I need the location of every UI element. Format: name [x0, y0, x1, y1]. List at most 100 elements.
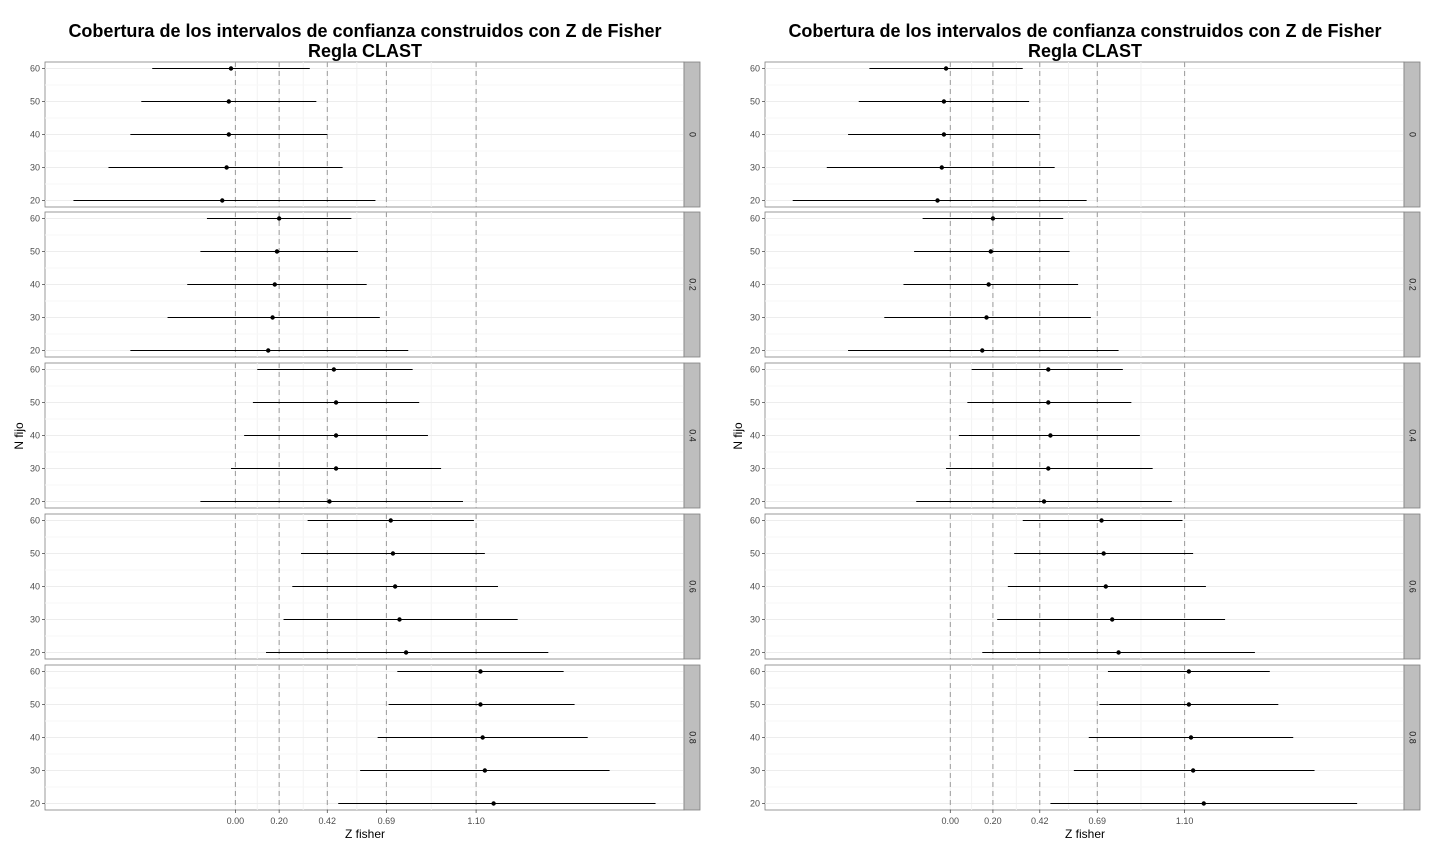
- point-estimate: [1109, 617, 1115, 622]
- facet-strip: [683, 211, 701, 358]
- point-estimate: [226, 132, 232, 137]
- y-tick-label: 40: [30, 582, 40, 592]
- y-tick-label: 50: [30, 398, 40, 408]
- y-tick-label: 30: [750, 313, 760, 323]
- point-estimate: [388, 518, 393, 523]
- y-tick-label: 60: [750, 516, 760, 526]
- point-estimate: [1099, 518, 1104, 523]
- x-tick-label: 0.69: [378, 816, 396, 826]
- y-tick-label: 50: [30, 700, 40, 710]
- y-tick-label: 20: [30, 196, 40, 206]
- facet-strip-label: 0: [1408, 132, 1418, 137]
- point-estimate: [276, 216, 282, 221]
- chart-title-line-1: Cobertura de los intervalos de confianza…: [788, 21, 1381, 41]
- y-tick-label: 50: [30, 549, 40, 559]
- point-estimate: [480, 735, 485, 740]
- y-tick-label: 20: [750, 346, 760, 356]
- facet-panel-0.4: 20 30 40 50 60 0.4: [30, 362, 701, 509]
- chart-title-line-1: Cobertura de los intervalos de confianza…: [68, 21, 661, 41]
- x-axis-title: Z fisher: [345, 827, 385, 841]
- y-tick-label: 40: [750, 582, 760, 592]
- y-tick-label: 40: [750, 280, 760, 290]
- facet-strip-label: 0.4: [1408, 429, 1418, 442]
- point-estimate: [990, 216, 996, 221]
- x-tick-label: 1.10: [467, 816, 485, 826]
- y-tick-label: 30: [30, 163, 40, 173]
- y-tick-label: 50: [750, 97, 760, 107]
- y-axis-title: N fijo: [731, 422, 745, 450]
- facet-strip-label: 0: [688, 132, 698, 137]
- point-estimate: [1186, 669, 1192, 674]
- point-estimate: [333, 433, 339, 438]
- point-estimate: [270, 315, 275, 320]
- point-estimate: [392, 584, 398, 589]
- facet-panel-0.6: 20 30 40 50 60 0.6: [30, 513, 701, 660]
- facet-strip-label: 0.2: [1408, 278, 1418, 291]
- y-tick-label: 40: [750, 431, 760, 441]
- facet-panel-0.8: 20 30 40 50 60 0.8: [750, 664, 1421, 811]
- chart-right: Cobertura de los intervalos de confianza…: [731, 21, 1421, 841]
- x-tick-label: 0.20: [270, 816, 288, 826]
- point-estimate: [333, 466, 339, 471]
- point-estimate: [1046, 367, 1051, 372]
- y-tick-label: 20: [750, 196, 760, 206]
- point-estimate: [1190, 768, 1196, 773]
- y-tick-label: 40: [30, 733, 40, 743]
- y-tick-label: 30: [30, 615, 40, 625]
- point-estimate: [272, 282, 277, 287]
- point-estimate: [226, 99, 232, 104]
- facet-panel-0.8: 20 30 40 50 60 0.8: [30, 664, 701, 811]
- facet-strip-label: 0.8: [1408, 731, 1418, 744]
- y-tick-label: 40: [750, 733, 760, 743]
- y-tick-label: 30: [30, 313, 40, 323]
- y-tick-label: 60: [30, 365, 40, 375]
- point-estimate: [482, 768, 488, 773]
- y-tick-label: 50: [750, 549, 760, 559]
- facet-strip: [683, 362, 701, 509]
- facet-strip-label: 0.6: [688, 580, 698, 593]
- facet-panel-0.4: 20 30 40 50 60 0.4: [750, 362, 1421, 509]
- y-tick-label: 30: [30, 766, 40, 776]
- y-tick-label: 20: [750, 799, 760, 809]
- point-estimate: [1046, 466, 1051, 471]
- point-estimate: [403, 650, 409, 655]
- point-estimate: [228, 66, 234, 71]
- facet-strip-label: 0.6: [1408, 580, 1418, 593]
- y-tick-label: 30: [750, 163, 760, 173]
- y-tick-label: 50: [750, 398, 760, 408]
- point-estimate: [220, 198, 225, 203]
- point-estimate: [1101, 551, 1106, 556]
- y-tick-label: 20: [30, 497, 40, 507]
- facet-strip: [1403, 61, 1421, 208]
- point-estimate: [984, 315, 989, 320]
- y-tick-label: 30: [30, 464, 40, 474]
- facet-strip: [683, 61, 701, 208]
- x-tick-label: 0.69: [1089, 816, 1107, 826]
- point-estimate: [274, 249, 280, 254]
- facet-strip-label: 0.4: [688, 429, 698, 442]
- point-estimate: [491, 801, 496, 806]
- y-tick-label: 20: [750, 497, 760, 507]
- facet-strip: [1403, 362, 1421, 509]
- point-estimate: [988, 249, 993, 254]
- y-tick-label: 20: [30, 346, 40, 356]
- y-tick-label: 20: [750, 648, 760, 658]
- point-estimate: [1201, 801, 1206, 806]
- y-tick-label: 30: [750, 464, 760, 474]
- point-estimate: [980, 348, 985, 353]
- x-tick-label: 0.20: [984, 816, 1002, 826]
- point-estimate: [1188, 735, 1194, 740]
- point-estimate: [397, 617, 402, 622]
- point-estimate: [478, 702, 483, 707]
- point-estimate: [331, 367, 337, 372]
- y-tick-label: 40: [750, 130, 760, 140]
- y-tick-label: 30: [750, 615, 760, 625]
- y-tick-label: 60: [30, 214, 40, 224]
- facet-panel-0: 20 30 40 50 60 0: [750, 61, 1421, 208]
- y-tick-label: 50: [750, 247, 760, 257]
- point-estimate: [1103, 584, 1109, 589]
- point-estimate: [986, 282, 991, 287]
- facet-panel-0.2: 20 30 40 50 60 0.2: [30, 211, 701, 358]
- point-estimate: [941, 99, 947, 104]
